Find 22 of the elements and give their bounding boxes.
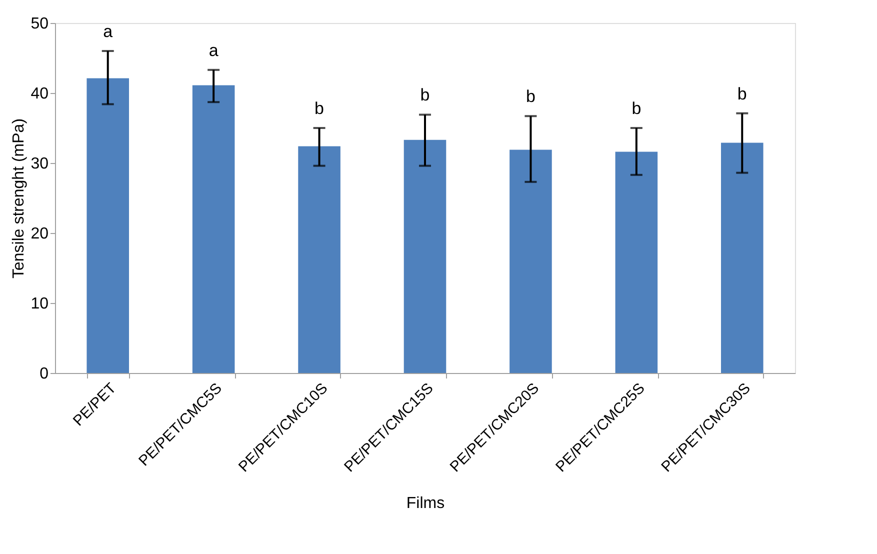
- bar: [615, 152, 658, 373]
- y-axis-title: Tensile strenght (mPa): [10, 118, 28, 279]
- bar: [510, 150, 552, 373]
- bar: [721, 142, 764, 373]
- y-tick-label: 30: [30, 156, 49, 172]
- bar: [404, 140, 446, 373]
- annotation: b: [314, 99, 324, 118]
- y-tick-label: 0: [40, 366, 49, 382]
- y-tick-label: 50: [30, 16, 49, 32]
- annotation: a: [103, 22, 114, 41]
- annotation: a: [208, 40, 219, 60]
- annotation: b: [737, 84, 747, 104]
- bar: [298, 146, 340, 373]
- bar: [192, 85, 235, 373]
- bar: [86, 78, 129, 373]
- annotation: b: [632, 99, 642, 118]
- y-tick-label: 40: [30, 86, 49, 102]
- annotation: b: [420, 86, 430, 105]
- annotation: b: [526, 87, 536, 106]
- y-tick-label: 20: [30, 226, 49, 242]
- y-tick-label: 10: [30, 296, 49, 312]
- x-axis-title: Films: [406, 494, 445, 512]
